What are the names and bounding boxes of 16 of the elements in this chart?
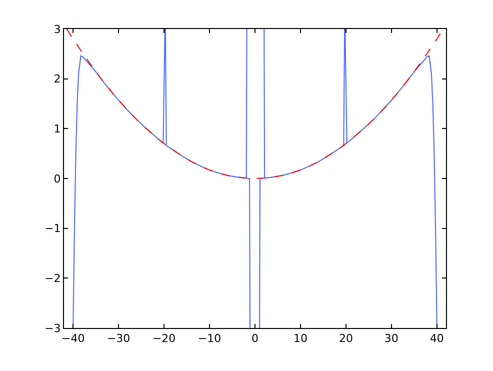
- x-tick-label: 0: [252, 332, 258, 346]
- x-tick-label: 40: [430, 332, 444, 346]
- x-tick-label: −20: [152, 332, 176, 346]
- x-tick-label: 10: [293, 332, 308, 346]
- x-tick-label: −40: [61, 332, 85, 346]
- x-tick-label: 20: [338, 332, 353, 346]
- y-tick-label: 0: [54, 172, 61, 186]
- y-tick-label: −1: [44, 222, 61, 236]
- y-tick-label: −3: [44, 322, 61, 335]
- x-tick-label: −30: [106, 332, 130, 346]
- x-tick-label: 30: [384, 332, 398, 346]
- y-tick-label: −2: [44, 272, 61, 286]
- x-tick-label: −10: [198, 332, 222, 346]
- y-tick-label: 2: [54, 72, 61, 86]
- y-tick-label: 3: [54, 22, 61, 36]
- y-tick-label: 1: [54, 122, 61, 136]
